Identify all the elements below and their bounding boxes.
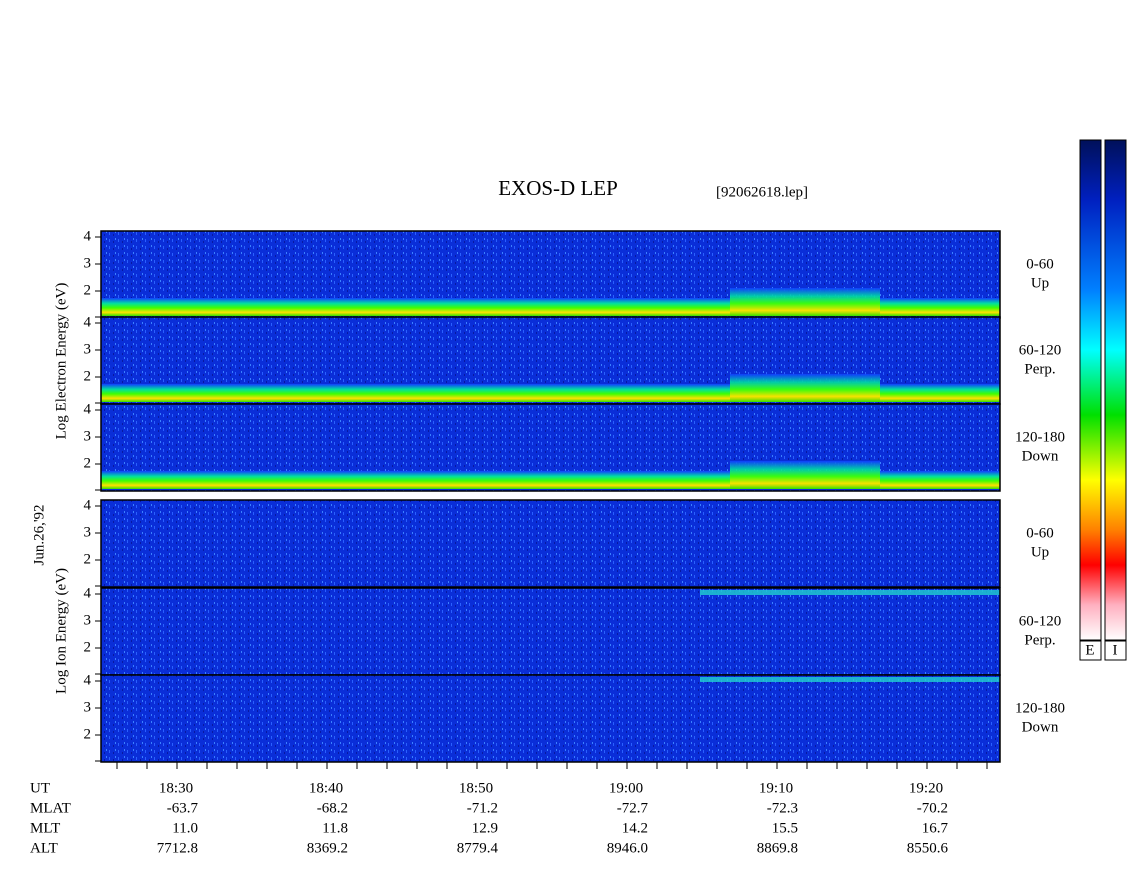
ephemeris-value: 11.0 <box>172 820 198 836</box>
y-tick-label: 4 <box>84 228 92 244</box>
y-tick-label: 2 <box>84 282 92 298</box>
ephemeris-value: 19:00 <box>609 780 643 796</box>
ephemeris-name: ALT <box>30 840 58 856</box>
colorbar-label: E <box>1085 642 1094 658</box>
ephemeris-value: 8946.0 <box>607 840 648 856</box>
ephemeris-value: 18:30 <box>159 780 193 796</box>
spectrogram <box>101 675 1000 762</box>
file-name: [92062618.lep] <box>716 184 808 200</box>
ephemeris-value: 19:20 <box>909 780 943 796</box>
panel-angle: 0-60 <box>1026 525 1054 541</box>
y-tick-label: 4 <box>84 672 92 688</box>
title: EXOS-D LEP <box>498 176 618 200</box>
y-tick-label: 3 <box>84 524 92 540</box>
ephemeris-value: -72.3 <box>767 800 798 816</box>
ephemeris-value: 11.8 <box>322 820 348 836</box>
ephemeris-value: 18:50 <box>459 780 493 796</box>
y-tick-label: 2 <box>84 368 92 384</box>
ephemeris-value: 8869.8 <box>757 840 798 856</box>
ephemeris-value: 19:10 <box>759 780 793 796</box>
y-tick-label: 3 <box>84 699 92 715</box>
ephemeris-value: 7712.8 <box>157 840 198 856</box>
colorbar-label: I <box>1113 642 1118 658</box>
panel-direction: Perp. <box>1024 632 1055 648</box>
ephemeris-value: 16.7 <box>922 820 949 836</box>
y-tick-label: 4 <box>84 497 92 513</box>
panel-direction: Down <box>1022 448 1059 464</box>
spectrogram-burst <box>730 461 880 489</box>
y-tick-label: 3 <box>84 255 92 271</box>
spectrogram-burst <box>730 288 880 316</box>
ephemeris-name: MLT <box>30 820 60 836</box>
y-tick-label: 3 <box>84 428 92 444</box>
y-tick-label: 4 <box>84 314 92 330</box>
panel-angle: 60-120 <box>1019 342 1062 358</box>
y-tick-label: 2 <box>84 726 92 742</box>
spectrogram-edge <box>700 590 1000 595</box>
ephemeris-value: -72.7 <box>617 800 649 816</box>
y-tick-label: 2 <box>84 639 92 655</box>
colorbar-label-box <box>1079 640 1102 661</box>
panel-frame <box>100 499 1001 588</box>
colorbar <box>1104 139 1127 641</box>
ephemeris-value: 8779.4 <box>457 840 499 856</box>
y-tick-label: 4 <box>84 401 92 417</box>
y-tick-label: 3 <box>84 341 92 357</box>
ephemeris-value: 8550.6 <box>907 840 949 856</box>
panel-angle: 120-180 <box>1015 700 1065 716</box>
panel-angle: 60-120 <box>1019 613 1062 629</box>
y-tick-label: 2 <box>84 551 92 567</box>
spectrogram <box>101 500 1000 587</box>
colorbars: E I <box>1079 139 1127 661</box>
panel-direction: Down <box>1022 719 1059 735</box>
spectrogram-burst <box>730 374 880 402</box>
spectrogram-edge <box>700 677 1000 682</box>
ephemeris-value: -68.2 <box>317 800 348 816</box>
colorbar <box>1079 139 1102 641</box>
ephemeris-value: -70.2 <box>917 800 948 816</box>
ephemeris-name: MLAT <box>30 800 71 816</box>
ephemeris-value: 14.2 <box>622 820 648 836</box>
panel-frame <box>100 403 1001 492</box>
ephemeris-value: 18:40 <box>309 780 343 796</box>
panel-direction: Up <box>1031 275 1049 291</box>
y-axis-label: Log Electron Energy (eV) <box>53 283 69 440</box>
ephemeris-value: -63.7 <box>167 800 199 816</box>
spectrogram <box>101 588 1000 675</box>
ephemeris-value: 15.5 <box>772 820 798 836</box>
ephemeris-value: 12.9 <box>472 820 498 836</box>
y-tick-label: 4 <box>84 585 92 601</box>
date: Jun.26,'92 <box>31 504 47 565</box>
ephemeris-value: 8369.2 <box>307 840 348 856</box>
panel-direction: Perp. <box>1024 361 1055 377</box>
panel-direction: Up <box>1031 544 1049 560</box>
ephemeris-value: -71.2 <box>467 800 498 816</box>
y-axis-label: Log Ion Energy (eV) <box>53 568 69 694</box>
y-tick-label: 3 <box>84 612 92 628</box>
panel-angle: 120-180 <box>1015 429 1065 445</box>
ephemeris-name: UT <box>30 780 50 796</box>
panel-angle: 0-60 <box>1026 256 1054 272</box>
y-tick-label: 2 <box>84 455 92 471</box>
colorbar-label-box <box>1104 640 1127 661</box>
